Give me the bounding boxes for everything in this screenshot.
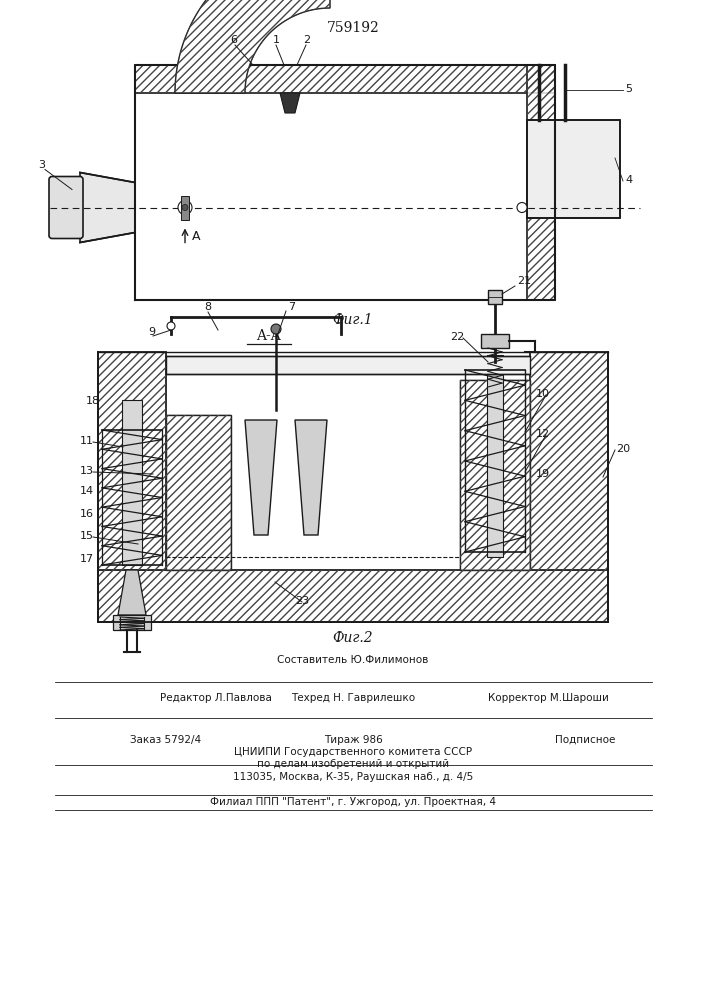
Text: 10: 10 — [536, 389, 550, 399]
Text: 13: 13 — [80, 466, 94, 476]
Polygon shape — [80, 172, 135, 242]
Polygon shape — [98, 570, 608, 622]
Polygon shape — [98, 352, 166, 570]
Text: 4: 4 — [625, 175, 632, 185]
Polygon shape — [488, 290, 502, 304]
Polygon shape — [135, 65, 555, 93]
Polygon shape — [122, 400, 142, 565]
Text: A-A: A-A — [256, 329, 281, 343]
Polygon shape — [481, 334, 509, 348]
Text: Корректор М.Шароши: Корректор М.Шароши — [488, 693, 609, 703]
Text: 759192: 759192 — [327, 21, 380, 35]
Text: 15: 15 — [80, 531, 94, 541]
Text: 1: 1 — [273, 35, 280, 45]
Polygon shape — [527, 120, 620, 218]
Polygon shape — [181, 196, 189, 220]
Text: Техред Н. Гаврилешко: Техред Н. Гаврилешко — [291, 693, 415, 703]
FancyBboxPatch shape — [49, 176, 83, 238]
Polygon shape — [118, 570, 146, 615]
Text: Редактор Л.Павлова: Редактор Л.Павлова — [160, 693, 272, 703]
Text: по делам изобретений и открытий: по делам изобретений и открытий — [257, 759, 449, 769]
Text: 19: 19 — [536, 469, 550, 479]
Polygon shape — [280, 93, 300, 113]
Circle shape — [178, 200, 192, 215]
Polygon shape — [245, 420, 277, 535]
Circle shape — [182, 205, 188, 211]
Polygon shape — [527, 65, 555, 300]
Polygon shape — [113, 615, 151, 630]
Text: 8: 8 — [204, 302, 211, 312]
Text: 23: 23 — [295, 596, 309, 606]
Polygon shape — [487, 355, 503, 557]
Text: 18: 18 — [86, 396, 100, 406]
Text: 6: 6 — [230, 35, 237, 45]
Text: Заказ 5792/4: Заказ 5792/4 — [130, 735, 201, 745]
Polygon shape — [460, 380, 530, 570]
Text: 9: 9 — [148, 327, 155, 337]
Polygon shape — [166, 356, 530, 374]
Polygon shape — [166, 415, 231, 570]
Text: 14: 14 — [80, 486, 94, 496]
Text: Фиг.2: Фиг.2 — [333, 631, 373, 645]
Text: Филиал ППП "Патент", г. Ужгород, ул. Проектная, 4: Филиал ППП "Патент", г. Ужгород, ул. Про… — [210, 797, 496, 807]
Text: Составитель Ю.Филимонов: Составитель Ю.Филимонов — [277, 655, 428, 665]
Text: 3: 3 — [38, 159, 45, 169]
Polygon shape — [175, 0, 330, 93]
Text: 16: 16 — [80, 509, 94, 519]
Text: 21: 21 — [517, 276, 531, 286]
Text: Подписное: Подписное — [555, 735, 615, 745]
Text: 7: 7 — [288, 302, 295, 312]
Text: ЦНИИПИ Государственного комитета СССР: ЦНИИПИ Государственного комитета СССР — [234, 747, 472, 757]
Text: 5: 5 — [625, 84, 632, 94]
Circle shape — [517, 202, 527, 213]
Polygon shape — [530, 352, 608, 570]
Text: 17: 17 — [80, 554, 94, 564]
Polygon shape — [295, 420, 327, 535]
Text: 20: 20 — [616, 444, 630, 454]
Text: 113035, Москва, К-35, Раушская наб., д. 4/5: 113035, Москва, К-35, Раушская наб., д. … — [233, 772, 473, 782]
Text: 12: 12 — [536, 429, 550, 439]
Circle shape — [271, 324, 281, 334]
Text: 22: 22 — [450, 332, 464, 342]
Text: Тираж 986: Тираж 986 — [324, 735, 382, 745]
Text: Фиг.1: Фиг.1 — [333, 313, 373, 327]
Text: 11: 11 — [80, 436, 94, 446]
Circle shape — [167, 322, 175, 330]
Text: 2: 2 — [303, 35, 310, 45]
Text: A: A — [192, 231, 201, 243]
